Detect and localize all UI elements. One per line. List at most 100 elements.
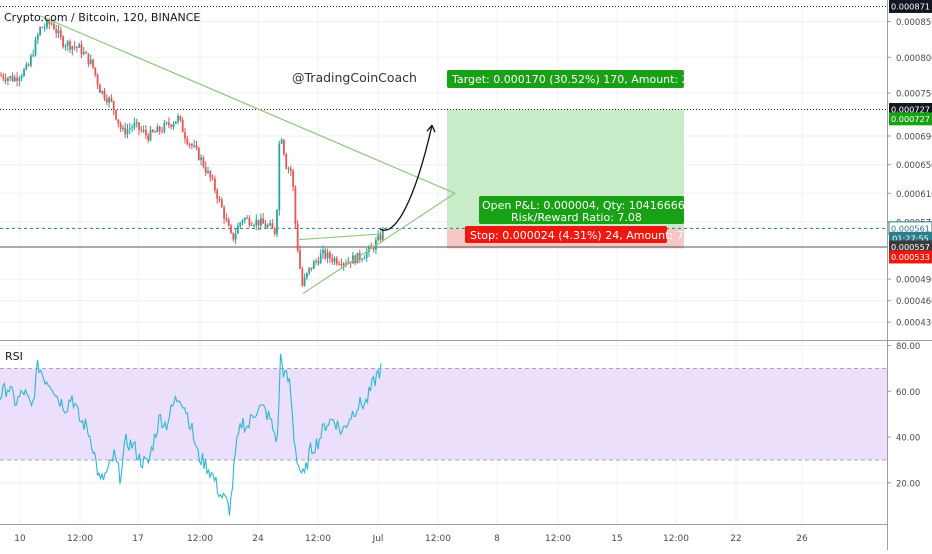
candle-body bbox=[147, 134, 150, 141]
open-pnl-text: Open P&L: 0.000004, Qty: 10416666 bbox=[482, 199, 685, 212]
candle-body bbox=[266, 225, 269, 228]
candle-body bbox=[352, 255, 354, 264]
candle-body bbox=[186, 138, 189, 145]
candle-body bbox=[227, 219, 230, 226]
trendline[interactable] bbox=[295, 233, 381, 241]
candle-body bbox=[87, 53, 90, 64]
candle-body bbox=[184, 132, 186, 139]
trendlines-layer[interactable] bbox=[39, 15, 456, 294]
time-axis-label: 12:00 bbox=[187, 534, 213, 544]
price-badge-bg bbox=[889, 112, 932, 126]
candle-body bbox=[299, 250, 301, 269]
price-badge-text: 0.000727 bbox=[891, 105, 930, 115]
candle-body bbox=[179, 115, 182, 120]
price-badge-text: 0.000561 bbox=[891, 224, 930, 234]
candle-body bbox=[85, 52, 87, 54]
candle-body bbox=[269, 223, 271, 226]
rsi-axis[interactable]: 80.00 60.00 40.00 20.00 bbox=[887, 342, 920, 489]
candle-body bbox=[39, 27, 41, 35]
candle-body bbox=[115, 110, 117, 120]
candle-body bbox=[200, 157, 202, 160]
candle-body bbox=[43, 27, 46, 29]
trendline[interactable] bbox=[302, 192, 456, 294]
candle-body bbox=[283, 139, 285, 155]
rsi-layer bbox=[0, 353, 887, 516]
price-badge: 0.000533 bbox=[889, 250, 932, 264]
time-axis-label: Jul bbox=[372, 534, 384, 544]
candle-body bbox=[276, 210, 278, 235]
candle-body bbox=[289, 168, 292, 171]
candle-body bbox=[241, 220, 244, 223]
candle-body bbox=[294, 186, 297, 224]
candle-body bbox=[264, 223, 267, 228]
candle-body bbox=[92, 59, 94, 68]
candle-body bbox=[41, 27, 44, 29]
candle-body bbox=[80, 44, 83, 55]
candle-body bbox=[181, 119, 184, 133]
time-axis-label: 22 bbox=[730, 534, 741, 544]
candle-body bbox=[273, 227, 276, 235]
candle-body bbox=[207, 170, 209, 173]
rsi-axis-label: 40.00 bbox=[896, 434, 920, 444]
candle-body bbox=[239, 222, 242, 226]
candle-body bbox=[329, 252, 331, 259]
candle-body bbox=[82, 52, 85, 55]
candle-body bbox=[18, 78, 21, 81]
stop-label-text: Stop: 0.000024 (4.31%) 24, Amount: 750 bbox=[470, 229, 698, 242]
price-badge-bg bbox=[889, 0, 932, 13]
candle-body bbox=[20, 75, 23, 79]
candle-body bbox=[156, 126, 159, 133]
candle-body bbox=[262, 218, 265, 224]
candle-body bbox=[188, 144, 191, 146]
candle-body bbox=[170, 125, 173, 127]
candle-body bbox=[363, 257, 366, 260]
candle-body bbox=[218, 199, 221, 201]
candle-body bbox=[209, 170, 212, 178]
candle-body bbox=[370, 246, 373, 248]
open-pnl-label[interactable]: Open P&L: 0.000004, Qty: 10416666 Risk/R… bbox=[479, 196, 685, 224]
candle-body bbox=[25, 64, 28, 70]
candle-body bbox=[285, 154, 288, 169]
candle-body bbox=[308, 267, 311, 274]
candle-body bbox=[122, 127, 124, 130]
candle-body bbox=[71, 46, 74, 50]
time-axis-label: 26 bbox=[796, 534, 808, 544]
trendline[interactable] bbox=[39, 15, 456, 194]
candles-layer bbox=[0, 18, 384, 287]
candle-body bbox=[105, 98, 108, 103]
candle-body bbox=[145, 130, 147, 135]
candle-body bbox=[99, 84, 101, 93]
candle-body bbox=[154, 131, 156, 133]
projection-arrow[interactable] bbox=[379, 125, 433, 231]
candle-body bbox=[303, 277, 306, 286]
candle-body bbox=[7, 78, 9, 81]
candle-body bbox=[225, 218, 228, 220]
candle-body bbox=[124, 127, 127, 135]
candle-body bbox=[103, 90, 106, 99]
candle-body bbox=[234, 233, 237, 240]
candle-body bbox=[372, 247, 375, 250]
open-pnl-label-bg bbox=[479, 196, 684, 224]
candle-body bbox=[368, 246, 370, 252]
candle-body bbox=[248, 217, 251, 225]
price-badge-text: 0.000557 bbox=[891, 242, 930, 252]
candle-body bbox=[361, 259, 363, 261]
stop-label[interactable]: Stop: 0.000024 (4.31%) 24, Amount: 750 bbox=[465, 226, 698, 243]
time-axis-label: 17 bbox=[132, 534, 143, 544]
rsi-line[interactable] bbox=[0, 353, 382, 516]
horizontal-levels bbox=[0, 5, 887, 248]
candle-body bbox=[55, 29, 58, 34]
target-label[interactable]: Target: 0.000170 (30.52%) 170, Amount: 2… bbox=[447, 70, 727, 88]
candle-body bbox=[260, 218, 262, 226]
candle-body bbox=[73, 46, 76, 48]
candle-body bbox=[101, 90, 104, 93]
time-axis[interactable]: 10 12:00 17 12:00 24 12:00 Jul 12:00 8 12:00 15 12:… bbox=[14, 534, 808, 544]
candle-body bbox=[280, 139, 283, 144]
candle-body bbox=[257, 219, 260, 226]
